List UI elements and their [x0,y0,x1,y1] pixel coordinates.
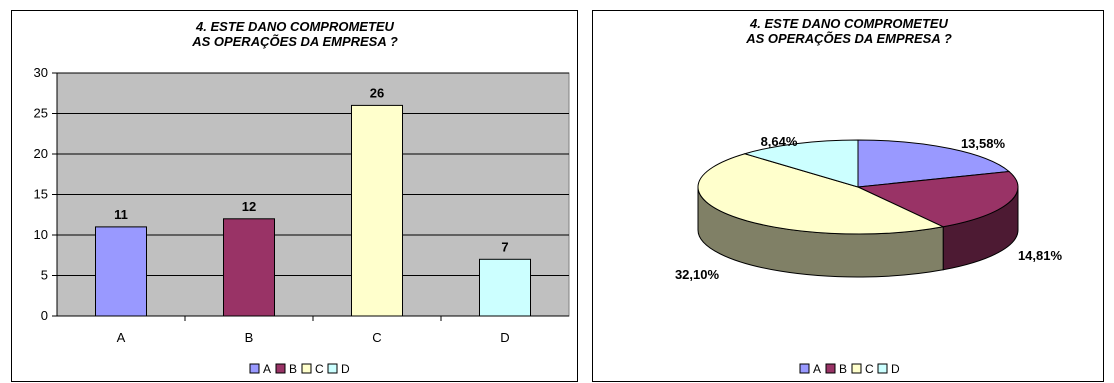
chart-title-line: AS OPERAÇÕES DA EMPRESA ? [191,34,398,49]
data-label: 12 [242,199,256,214]
y-tick-label: 15 [34,187,48,202]
legend-swatch [799,363,810,374]
legend-swatch [877,363,888,374]
pie-label-c: 32,10% [675,267,720,282]
x-tick-label: C [372,330,381,345]
legend-label: A [813,362,821,376]
legend-label: B [289,362,297,376]
y-tick-label: 0 [41,308,48,323]
bar-c [351,104,403,317]
pie-slice-d [743,139,859,188]
legend-label: A [263,362,271,376]
legend-swatch [301,363,312,374]
x-tick-label: D [500,330,509,345]
pie-top [697,139,1019,235]
legend-label: C [865,362,874,376]
legend-swatch [327,363,338,374]
chart-title-line: AS OPERAÇÕES DA EMPRESA ? [745,31,952,46]
pie-chart-panel: 4. ESTE DANO COMPROMETEU AS OPERAÇÕES DA … [592,10,1104,382]
chart-title-line: 4. ESTE DANO COMPROMETEU [749,16,949,31]
y-tick-label: 5 [41,268,48,283]
chart-title-line: 4. ESTE DANO COMPROMETEU [195,19,395,34]
y-tick-label: 30 [34,65,48,80]
legend: A B C D [249,362,350,376]
legend: A B C D [799,362,900,376]
x-tick-label: B [245,330,254,345]
legend-swatch [851,363,862,374]
bar-b [223,218,275,317]
data-label: 11 [114,207,128,222]
pie-label-d: 8,64% [761,134,798,149]
x-tick-label: A [117,330,126,345]
data-label: 7 [501,239,508,254]
legend-label: D [891,362,900,376]
data-label: 26 [370,85,384,100]
bar-d [479,258,531,317]
pie-slice-c [697,153,945,235]
bar-a [95,226,147,317]
legend-swatch [275,363,286,374]
legend-label: D [341,362,350,376]
bar-chart-panel: 4. ESTE DANO COMPROMETEU AS OPERAÇÕES DA … [11,10,578,382]
y-tick-label: 20 [34,146,48,161]
legend-label: C [315,362,324,376]
legend-swatch [249,363,260,374]
y-tick-label: 25 [34,106,48,121]
pie-label-a: 13,58% [961,136,1006,151]
legend-swatch [825,363,836,374]
y-tick-label: 10 [34,227,48,242]
pie-label-b: 14,81% [1018,248,1063,263]
legend-label: B [839,362,847,376]
pie-slice-b [856,170,1019,228]
